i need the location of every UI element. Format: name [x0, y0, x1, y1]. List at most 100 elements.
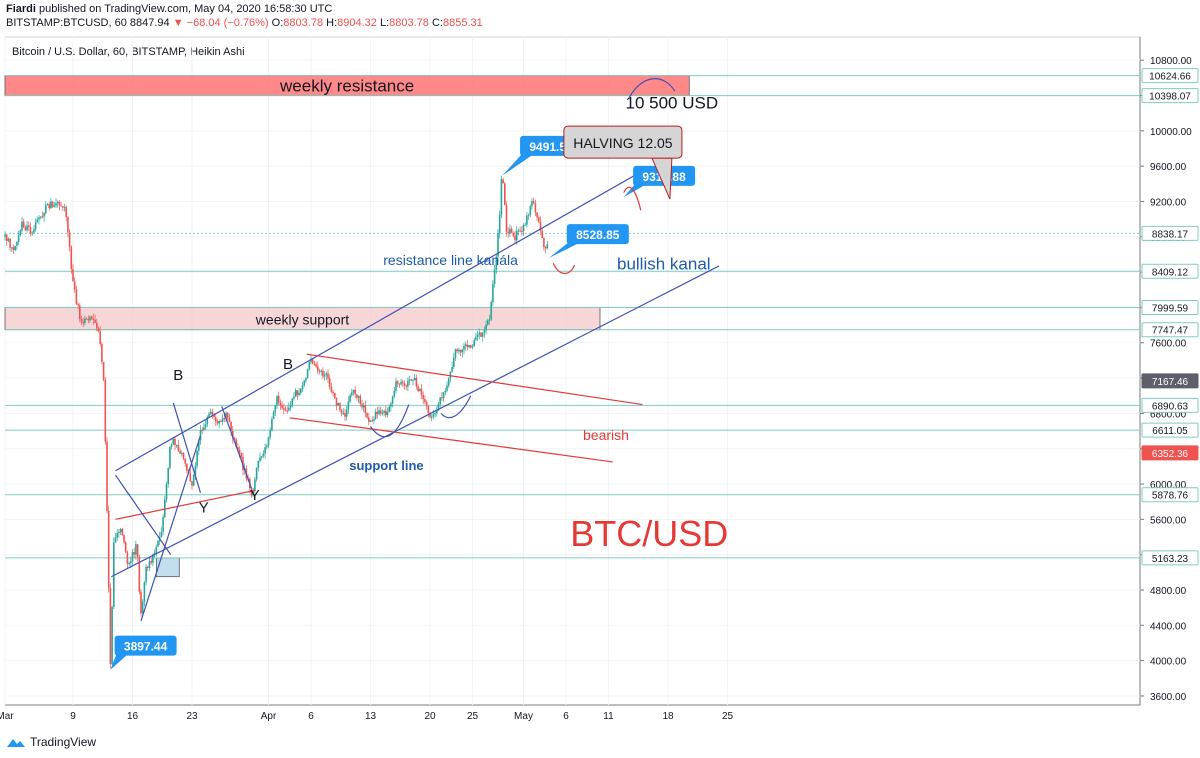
candle-body: [126, 552, 129, 564]
curve-arrow-icon: [440, 395, 472, 419]
candle-body: [58, 201, 61, 206]
candle-body: [130, 561, 132, 564]
candle-body: [481, 332, 484, 337]
candle-body: [354, 389, 356, 395]
candle-body: [379, 410, 382, 414]
candle-body: [488, 319, 491, 321]
candle-body: [393, 390, 396, 397]
annotation-text: Y: [250, 487, 260, 504]
y-tick-label: 7600.00: [1150, 339, 1187, 350]
candle-body: [208, 413, 210, 417]
x-tick-label: Apr: [261, 711, 277, 722]
candle-body: [84, 318, 86, 324]
candle-body: [536, 212, 538, 218]
candle-body: [475, 337, 477, 341]
candle-body: [412, 380, 414, 382]
candle-body: [240, 452, 243, 458]
candle-body: [230, 422, 232, 432]
candle-body: [184, 458, 186, 464]
candle-body: [483, 329, 486, 333]
candle-body: [538, 217, 540, 222]
trend-line: [221, 406, 253, 489]
candle-body: [136, 544, 139, 557]
candle-body: [437, 403, 440, 411]
author-name: Fiardi: [6, 3, 36, 15]
candle-body: [262, 453, 265, 457]
candle-body: [250, 487, 253, 496]
candle-body: [487, 320, 489, 325]
callout-pointer: [623, 183, 648, 198]
open-label: O:: [271, 17, 284, 29]
candle-body: [318, 370, 321, 372]
candle-body: [276, 396, 278, 406]
candle-body: [269, 430, 271, 438]
x-tick-label: 13: [365, 711, 377, 722]
level-price-tag: [1141, 322, 1199, 338]
candle-body: [296, 390, 299, 396]
candle-body: [476, 334, 479, 338]
candle-body: [289, 405, 292, 408]
candle-body: [16, 241, 18, 246]
candle-body: [26, 225, 28, 231]
candle-body: [38, 217, 40, 220]
y-tick-label: 4400.00: [1150, 621, 1187, 632]
candle-body: [67, 217, 69, 233]
level-price-label: 6890.63: [1152, 401, 1189, 412]
candle-body: [349, 395, 351, 402]
y-tick-label: 5600.00: [1150, 515, 1187, 526]
candle-body: [373, 419, 375, 421]
candle-body: [456, 349, 458, 352]
candle-body: [101, 343, 103, 363]
candle-body: [12, 247, 15, 250]
candle-body: [464, 344, 467, 346]
level-price-label: 6611.05: [1152, 426, 1188, 437]
candle-body: [152, 554, 154, 563]
annotation-text: B: [173, 367, 183, 384]
candle-body: [255, 467, 258, 480]
candle-body: [298, 392, 300, 396]
callout-label: 3897.44: [124, 640, 168, 654]
candle-body: [405, 385, 407, 387]
close-value: 8855.31: [442, 17, 483, 29]
candle-body: [31, 232, 33, 234]
candle-body: [480, 332, 482, 337]
candle-body: [317, 366, 319, 371]
level-price-tag: [1141, 373, 1199, 389]
candle-body: [107, 510, 110, 589]
candle-body: [284, 409, 287, 411]
candle-body: [41, 216, 44, 218]
candle-body: [133, 552, 135, 555]
candle-body: [447, 378, 450, 386]
candle-body: [271, 419, 273, 431]
candle-body: [478, 332, 481, 335]
annotation-text: BTC/USD: [570, 513, 728, 554]
candle-body: [65, 207, 67, 218]
candle-body: [330, 386, 333, 392]
candle-body: [519, 230, 521, 232]
candle-body: [424, 398, 426, 403]
candle-body: [495, 256, 498, 270]
candle-body: [266, 445, 268, 448]
candle-body: [347, 401, 350, 410]
candle-body: [436, 410, 438, 414]
callout-pointer: [110, 653, 129, 670]
candle-body: [145, 566, 147, 583]
candle-body: [490, 301, 492, 320]
candle-body: [155, 546, 158, 553]
candle-body: [328, 378, 331, 387]
candle-body: [381, 412, 384, 414]
candle-body: [237, 447, 239, 450]
candle-body: [259, 457, 261, 462]
candle-body: [199, 430, 202, 441]
candle-body: [453, 357, 455, 367]
candle-body: [514, 235, 516, 241]
candle-body: [386, 411, 389, 416]
candle-body: [529, 206, 532, 215]
y-tick-label: 4800.00: [1150, 586, 1187, 597]
level-price-label: 7167.46: [1152, 377, 1189, 388]
candle-body: [466, 344, 469, 348]
candle-body: [419, 388, 421, 392]
candle-body: [485, 324, 487, 330]
candle-body: [50, 201, 52, 209]
